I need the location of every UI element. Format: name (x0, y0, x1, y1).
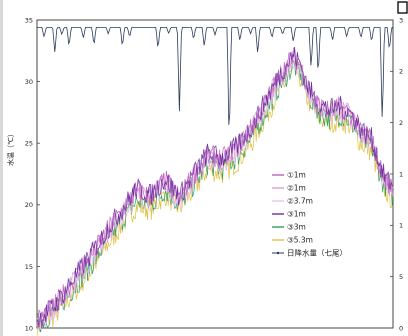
legend-label: ①1m (287, 171, 306, 180)
y-tick-label: 35 (25, 16, 33, 24)
series-line (36, 46, 394, 328)
legend-label: ②1m (287, 184, 306, 193)
y-tick-label: 20 (25, 201, 33, 209)
rainfall-series (37, 27, 393, 125)
y-tick-label: 10 (25, 324, 33, 332)
left-panel-edge (0, 0, 3, 336)
legend-label: ③3m (287, 223, 306, 232)
legend-label: ③5.3m (287, 236, 313, 245)
right-tick-label: 1 (399, 170, 403, 178)
legend-label: 日降水量（七尾） (287, 248, 347, 258)
right-tick-label: 5 (399, 273, 403, 281)
right-tick-label: 1 (399, 222, 403, 230)
legend-label: ③1m (287, 210, 306, 219)
y-tick-label: 15 (25, 263, 33, 271)
y-axis-label: 水温（℃） (6, 130, 15, 166)
corner-box-icon (397, 1, 408, 14)
right-tick-label: 2 (399, 68, 403, 76)
y-tick-label: 30 (25, 78, 33, 86)
temperature-series (36, 46, 394, 336)
legend-marker (276, 251, 280, 255)
right-tick-label: 3 (399, 16, 403, 24)
y-axis-ticks: 10 15 20 25 30 35 (25, 16, 40, 332)
y-tick-label: 25 (25, 140, 33, 148)
legend-label: ②3.7m (287, 197, 313, 206)
right-tick-label: 0 (399, 324, 403, 332)
right-tick-label: 2 (399, 119, 403, 127)
series-line (36, 47, 394, 328)
right-axis-ticks: 0 5 1 1 2 2 3 (390, 16, 403, 332)
rainfall-line (37, 27, 393, 125)
legend: ①1m ②1m ②3.7m ③1m ③3m ③5.3m 日降水量（七尾） (268, 168, 374, 272)
legend-box (268, 168, 374, 272)
